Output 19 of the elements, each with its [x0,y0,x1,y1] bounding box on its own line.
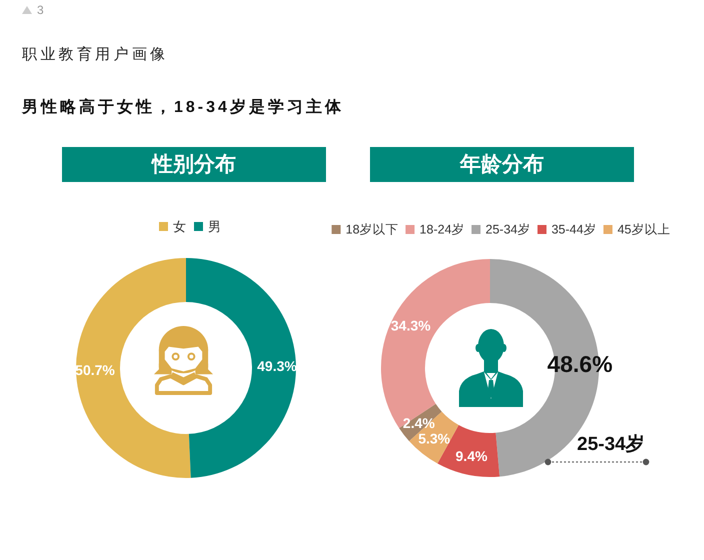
legend-label: 25-34岁 [486,222,530,236]
legend-label: 女 [173,219,186,234]
data-label: 50.7% [75,362,116,378]
data-label: 9.4% [456,448,488,464]
data-label: 34.3% [390,317,432,334]
text: 男性略高于女性，18-34岁是学习主体 [22,97,344,118]
text: 25-34岁 [577,433,645,457]
chart-title: 年龄分布 [460,152,544,178]
legend-label: 45岁以上 [617,222,670,236]
text: 3 [37,2,44,18]
text: 职业教育用户画像 [22,45,168,65]
data-label: 49.3% [257,358,298,374]
legend-label: 35-44岁 [551,222,596,236]
data-label: 5.3% [418,430,451,447]
data-label: 2.4% [402,415,436,432]
legend-label: 18-24岁 [420,222,465,236]
chart-title: 性别分布 [152,152,236,178]
legend-label: 男 [208,219,221,234]
legend-label: 18岁以下 [346,222,399,236]
